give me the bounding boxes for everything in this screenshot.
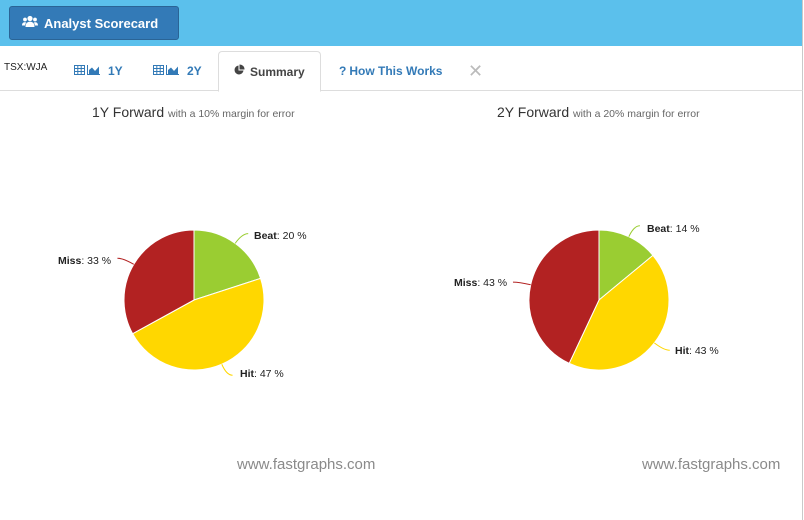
chart-1-slice-beat[interactable] (193, 229, 262, 301)
question-icon: ? (339, 64, 347, 78)
chart-2-beat-label: Beat: 14 % (647, 223, 700, 235)
tab-2y-label: 2Y (187, 64, 202, 78)
ticker-label: TSX:WJA (4, 62, 48, 73)
chart-1-slice-miss[interactable] (123, 229, 195, 335)
tab-1y-label: 1Y (108, 64, 123, 78)
chart-2-slice-beat[interactable] (598, 229, 654, 302)
content-border (802, 91, 803, 520)
pie-chart-icon (233, 64, 247, 79)
chart-2-leader-miss (512, 281, 531, 286)
chart-1-hit-label: Hit: 47 % (240, 368, 284, 380)
chart-1-title-block: 1Y Forward with a 10% margin for error (92, 104, 295, 120)
table-icon (74, 64, 87, 78)
chart-1-title: 1Y Forward (92, 104, 165, 120)
users-icon (22, 15, 44, 31)
chart-2-watermark: www.fastgraphs.com (642, 456, 781, 473)
chart-2-hit-label: Hit: 43 % (675, 345, 719, 357)
analyst-scorecard-button[interactable]: Analyst Scorecard (9, 6, 179, 40)
chart-2-leader-beat (628, 225, 640, 237)
tab-bar: TSX:WJA 1Y 2Y Summary ? How This Works ✕ (0, 46, 803, 92)
chart-2-title-block: 2Y Forward with a 20% margin for error (497, 104, 700, 120)
chart-1-slice-hit[interactable] (131, 277, 265, 371)
tab-1y[interactable]: 1Y (66, 51, 131, 91)
chart-1-leader-hit (221, 364, 233, 376)
tab-2y[interactable]: 2Y (145, 51, 210, 91)
chart-2-title: 2Y Forward (497, 104, 570, 120)
chart-1-miss-label: Miss: 33 % (58, 255, 112, 267)
chart-2-miss-label: Miss: 43 % (454, 277, 508, 289)
chart-1-leader-miss (117, 257, 135, 265)
chart-1-watermark: www.fastgraphs.com (237, 456, 376, 473)
tab-summary-label: Summary (250, 64, 305, 79)
chart-1-subtitle: with a 10% margin for error (168, 108, 295, 120)
tab-summary[interactable]: Summary (218, 51, 321, 92)
analyst-scorecard-label: Analyst Scorecard (44, 15, 159, 31)
chart-1-beat-label: Beat: 20 % (254, 230, 307, 242)
area-chart-icon (87, 64, 102, 78)
chart-2-subtitle: with a 20% margin for error (573, 108, 700, 120)
tab-how-this-works[interactable]: ? How This Works (331, 51, 450, 91)
area-chart-icon (166, 64, 181, 78)
close-icon[interactable]: ✕ (468, 60, 484, 81)
chart-2-leader-hit (654, 342, 670, 351)
tab-how-this-works-label: How This Works (349, 64, 443, 78)
table-icon (153, 64, 166, 78)
top-bar: Analyst Scorecard (0, 0, 803, 46)
chart-1-leader-beat (234, 233, 249, 244)
